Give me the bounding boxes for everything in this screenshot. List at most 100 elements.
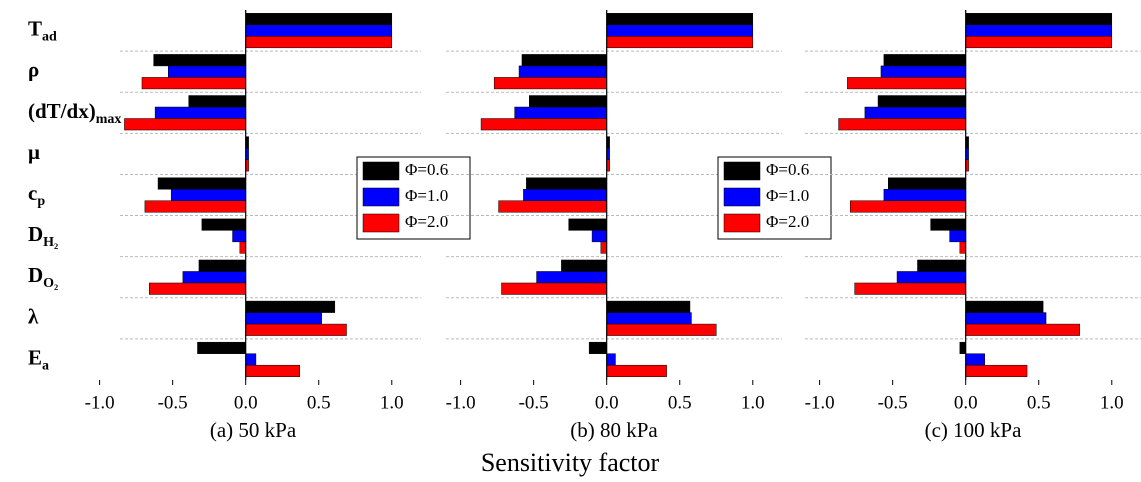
bar [965,13,1113,26]
category-label: DO₂ [28,263,58,291]
category-text: D [28,222,43,246]
x-axis-label: Sensitivity factor [481,448,660,477]
bar [965,353,985,366]
legend-swatch [362,213,400,233]
legend-label: Φ=0.6 [405,160,448,179]
category-label: ρ [28,57,39,81]
bar [965,36,1113,49]
bar [606,13,754,26]
bar [930,218,966,231]
bar [144,200,246,213]
legend-label: Φ=0.6 [766,160,809,179]
bar [526,177,607,190]
legend-swatch [362,161,400,181]
category-text: T [28,16,42,40]
bar [965,300,1044,313]
bar [521,54,607,67]
x-tick-label: 0.5 [668,392,692,413]
category-text: (dT/dx) [28,99,96,123]
legend-label: Φ=1.0 [766,186,809,205]
bar [888,177,966,190]
bar [245,36,393,49]
category-subscript: O₂ [43,276,58,291]
bar [201,218,246,231]
category-subscript: p [37,194,45,209]
bar [965,323,1080,336]
bar [153,54,246,67]
bar [606,24,754,37]
bar [606,323,717,336]
category-label: Tad [28,16,57,44]
category-text: λ [28,304,39,328]
x-tick-label: -0.5 [158,392,188,413]
legend-label: Φ=2.0 [405,212,448,231]
bar [124,118,246,131]
category-text: ρ [28,57,39,81]
bar [959,341,966,354]
bar [877,95,966,108]
bar [198,259,246,272]
bar [838,118,966,131]
category-subscript: a [42,359,49,374]
bar [239,241,246,254]
bar [480,118,607,131]
bar [245,24,393,37]
x-tick-label: 0.5 [307,392,331,413]
bar [606,36,754,49]
category-label: (dT/dx)max [28,99,121,127]
bar [606,353,616,366]
x-tick-label: 1.0 [380,392,404,413]
bar [949,230,966,243]
x-tick-label: -1.0 [805,392,835,413]
category-label: λ [28,304,39,328]
category-subscript: H₂ [43,235,58,250]
bar [514,106,607,119]
bar [197,341,246,354]
category-text: μ [28,140,40,164]
legend-swatch [723,213,761,233]
category-label: cp [28,181,45,209]
bar [170,189,246,201]
bar [536,271,607,284]
x-tick-label: 1.0 [741,392,765,413]
bar [498,200,607,213]
bar [245,353,257,366]
legend-swatch [723,161,761,181]
bar [154,106,246,119]
x-tick-label: 1.0 [1100,392,1124,413]
category-label: DH₂ [28,222,58,250]
category-text: c [28,181,37,205]
category-text: D [28,263,43,287]
x-tick-label: -1.0 [85,392,115,413]
category-subscript: max [96,112,122,127]
bar [245,13,393,26]
x-tick-label: 0.0 [595,392,619,413]
bar [501,282,607,295]
bar [965,24,1113,37]
bar [149,282,246,295]
bar [847,77,966,90]
bar [965,364,1028,377]
bar [141,77,246,90]
bar [880,65,966,78]
bar [959,241,966,254]
legend-label: Φ=1.0 [405,186,448,205]
x-tick-label: 0.0 [954,392,978,413]
bar [529,95,607,108]
bar [917,259,966,272]
category-text: E [28,345,42,369]
bar [606,364,667,377]
x-tick-label: -1.0 [446,392,476,413]
bar [896,271,966,284]
bar [523,189,607,201]
panel-title: (b) 80 kPa [570,418,658,442]
bar [182,271,246,284]
bar [245,323,347,336]
panel-title: (c) 100 kPa [925,418,1022,442]
bar [965,312,1047,325]
bar [883,189,966,201]
bar [606,312,692,325]
bar [561,259,607,272]
legend-swatch [362,187,400,207]
bar [245,364,300,377]
